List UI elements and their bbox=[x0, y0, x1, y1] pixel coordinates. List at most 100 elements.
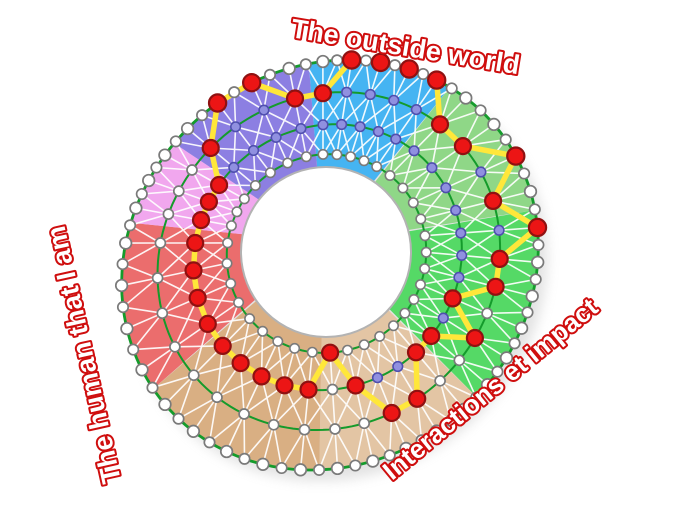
inner-node-white bbox=[387, 320, 399, 332]
node-white bbox=[180, 121, 195, 136]
score-node-red bbox=[427, 70, 447, 90]
node-purple bbox=[341, 86, 353, 98]
node-purple bbox=[372, 125, 385, 138]
outer-node-white bbox=[417, 67, 430, 81]
inner-node-white bbox=[358, 339, 370, 351]
node-purple bbox=[440, 182, 452, 194]
outer-node-white bbox=[228, 86, 241, 99]
node-white bbox=[219, 444, 234, 459]
score-node-red bbox=[506, 146, 526, 166]
score-node-red bbox=[399, 59, 419, 79]
node-purple bbox=[390, 133, 402, 145]
inner-node-white bbox=[233, 296, 245, 308]
node-white bbox=[186, 164, 198, 176]
node-white bbox=[358, 417, 371, 430]
inner-node-white bbox=[419, 230, 431, 242]
outer-node-white bbox=[383, 449, 396, 462]
node-purple bbox=[295, 123, 307, 135]
score-node-red bbox=[527, 217, 548, 238]
score-nodes bbox=[184, 50, 548, 423]
node-purple bbox=[371, 372, 384, 384]
node-white bbox=[151, 272, 164, 284]
inner-node-white bbox=[419, 263, 431, 275]
node-purple bbox=[230, 121, 242, 133]
node-white bbox=[329, 423, 341, 435]
node-white bbox=[119, 236, 133, 250]
donut-hole bbox=[240, 166, 412, 338]
score-node-red bbox=[275, 376, 294, 395]
inner-node-white bbox=[408, 293, 420, 305]
inner-node-white bbox=[300, 151, 312, 163]
nodes bbox=[114, 54, 545, 477]
node-white bbox=[120, 321, 134, 336]
outer-node-white bbox=[116, 258, 129, 271]
inner-node-white bbox=[272, 335, 284, 347]
node-white bbox=[434, 374, 446, 387]
node-white bbox=[238, 408, 250, 420]
outer-node-white bbox=[203, 436, 216, 449]
inner-node-white bbox=[244, 313, 256, 325]
score-node-red bbox=[213, 336, 232, 355]
node-white bbox=[172, 185, 185, 197]
node-white bbox=[169, 340, 181, 353]
outer-node-white bbox=[529, 273, 542, 286]
score-node-red bbox=[199, 192, 218, 211]
inner-node-white bbox=[317, 148, 329, 160]
inner-node-white bbox=[420, 246, 432, 258]
outer-node-white bbox=[238, 452, 251, 465]
score-node-red bbox=[406, 343, 426, 362]
node-white bbox=[326, 383, 339, 396]
inner-node-white bbox=[374, 330, 386, 342]
node-purple bbox=[336, 118, 348, 131]
node-white bbox=[514, 321, 529, 335]
node-white bbox=[186, 424, 201, 438]
inner-node-white bbox=[249, 180, 261, 192]
node-white bbox=[158, 148, 172, 162]
score-node-red bbox=[484, 191, 503, 210]
score-node-red bbox=[299, 380, 318, 399]
outer-node-white bbox=[518, 167, 531, 180]
outer-node-white bbox=[499, 133, 512, 146]
score-node-red bbox=[321, 343, 340, 362]
node-purple bbox=[392, 360, 404, 373]
node-white bbox=[459, 91, 473, 105]
node-purple bbox=[228, 161, 240, 173]
node-purple bbox=[493, 224, 505, 236]
node-white bbox=[156, 307, 169, 320]
outer-node-white bbox=[146, 381, 159, 394]
node-purple bbox=[475, 166, 487, 178]
node-white bbox=[129, 201, 143, 215]
inner-node-white bbox=[289, 342, 301, 354]
score-node-red bbox=[252, 367, 271, 386]
node-white bbox=[366, 454, 380, 468]
outer-node-white bbox=[349, 459, 362, 472]
inner-node-white bbox=[415, 213, 427, 225]
inner-node-white bbox=[397, 182, 409, 194]
node-white bbox=[487, 117, 501, 132]
outer-node-white bbox=[150, 161, 163, 174]
node-white bbox=[267, 418, 280, 431]
outer-node-white bbox=[172, 412, 185, 425]
node-white bbox=[298, 423, 311, 436]
node-white bbox=[531, 255, 545, 269]
score-node-red bbox=[443, 289, 462, 308]
inner-node-white bbox=[238, 193, 250, 205]
node-white bbox=[453, 354, 466, 367]
node-purple bbox=[364, 88, 376, 101]
node-white bbox=[162, 208, 175, 220]
node-white bbox=[158, 397, 172, 412]
outer-node-white bbox=[470, 391, 483, 404]
outer-node-white bbox=[508, 337, 521, 350]
node-white bbox=[135, 363, 149, 377]
score-node-red bbox=[465, 328, 484, 348]
inner-node-white bbox=[358, 155, 370, 167]
score-node-red bbox=[346, 376, 365, 395]
score-node-red bbox=[382, 403, 401, 423]
outer-node-white bbox=[263, 68, 277, 81]
node-purple bbox=[317, 119, 329, 131]
inner-node-white bbox=[222, 237, 234, 249]
inner-node-white bbox=[399, 307, 411, 319]
node-white bbox=[256, 457, 270, 471]
outer-node-white bbox=[299, 58, 312, 71]
